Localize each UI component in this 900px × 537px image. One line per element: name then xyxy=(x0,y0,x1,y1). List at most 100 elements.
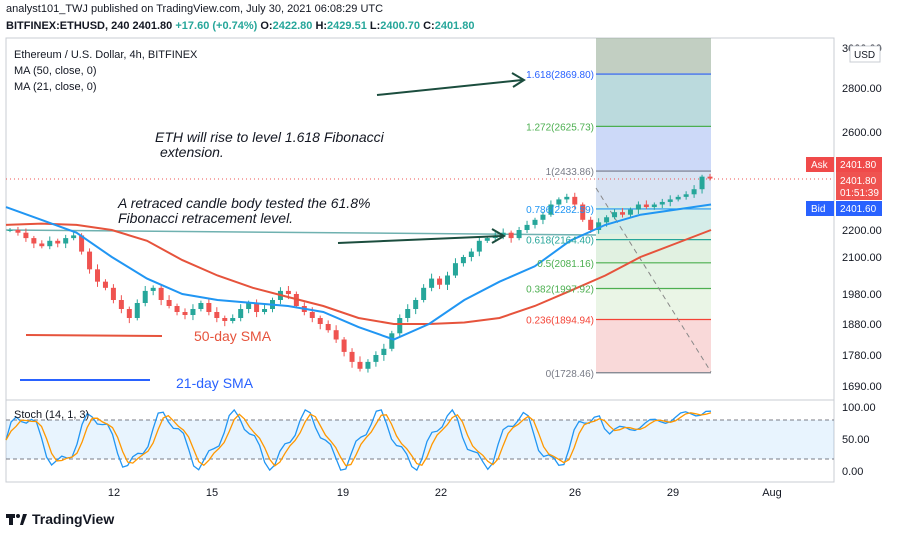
time-axis[interactable]: 12 15 19 22 26 29 Aug xyxy=(108,487,782,499)
candle-body xyxy=(246,303,252,309)
fib-zone-0382 xyxy=(596,264,711,288)
candle-body xyxy=(254,303,260,312)
candle-body xyxy=(238,309,244,318)
candle-body xyxy=(365,361,371,369)
candle-body xyxy=(373,355,379,362)
fib-label: 1(2433.86) xyxy=(546,167,594,178)
candle-body xyxy=(683,194,689,197)
fib-label: 0.786(2282.59) xyxy=(526,205,594,216)
bar-countdown: 01:51:39 xyxy=(840,188,879,199)
fib-zone-0786 xyxy=(596,172,711,206)
fib-zone-1 xyxy=(596,127,711,172)
tradingview-logo[interactable]: TradingView xyxy=(6,511,114,527)
symbol: BITFINEX:ETHUSD, 240 xyxy=(6,20,130,32)
candle-body xyxy=(445,275,450,285)
stoch-tick: 50.00 xyxy=(842,434,870,446)
candle-body xyxy=(596,222,602,230)
candle-body xyxy=(667,199,673,202)
bid-value: 2401.60 xyxy=(840,204,877,215)
currency-label: USD xyxy=(854,50,875,61)
fib-zone-0236 xyxy=(596,288,711,319)
stoch-k-line xyxy=(5,408,712,472)
price-tick: 1880.00 xyxy=(842,319,882,331)
candle-body xyxy=(532,219,538,225)
stoch-band xyxy=(6,420,834,459)
candle-body xyxy=(357,361,363,369)
candle-body xyxy=(206,303,212,312)
currency-box[interactable] xyxy=(849,45,881,63)
price-tick: 1980.00 xyxy=(842,289,882,301)
candle-body xyxy=(516,230,522,239)
candle-body xyxy=(620,212,625,215)
candle-body xyxy=(468,251,474,257)
price-tick: 1690.00 xyxy=(842,381,882,393)
ask-label: Ask xyxy=(811,160,829,171)
candle-body xyxy=(174,306,180,312)
candle-body xyxy=(134,303,140,318)
candle-body xyxy=(548,204,554,215)
candle-body xyxy=(333,330,339,340)
price-axis[interactable]: 3000.00 USD 2800.00 2600.00 2200.00 2100… xyxy=(842,43,882,393)
candle-body xyxy=(627,209,633,215)
tradingview-brand: TradingView xyxy=(32,511,115,527)
time-tick: 15 xyxy=(206,487,218,499)
candle-body xyxy=(47,240,53,247)
time-tick: 26 xyxy=(569,487,581,499)
candle-body xyxy=(214,312,220,318)
candle-body xyxy=(31,238,37,244)
candle-body xyxy=(699,176,705,190)
candle-body xyxy=(341,339,347,352)
annotation-fib-target-2: extension. xyxy=(160,144,224,160)
candle-body xyxy=(230,318,236,321)
candle-body xyxy=(675,196,681,200)
candle-body xyxy=(198,303,204,309)
candle-body xyxy=(421,287,427,300)
candle-body xyxy=(95,269,100,282)
candle-body xyxy=(397,318,403,334)
last-price: 2401.80 xyxy=(132,20,173,32)
fib-level-lines xyxy=(596,73,711,374)
candle-body xyxy=(158,287,164,300)
candle-body xyxy=(55,240,61,244)
fib-zone-05 xyxy=(596,234,711,264)
candle-body xyxy=(588,219,594,230)
price-tick: 2200.00 xyxy=(842,225,882,237)
fib-zone-1272 xyxy=(596,75,711,127)
bid-label: Bid xyxy=(811,204,825,215)
price-tick: 2100.00 xyxy=(842,252,882,264)
candle-body xyxy=(222,318,228,321)
candle-body xyxy=(142,290,148,303)
sma50-label: 50-day SMA xyxy=(194,328,272,344)
fib-zone-0618 xyxy=(596,206,711,234)
candle-body xyxy=(635,204,641,210)
candle-body xyxy=(437,278,443,285)
candle-body xyxy=(612,212,618,218)
candle-body xyxy=(102,281,108,288)
candle-body xyxy=(285,290,291,294)
candle-body xyxy=(707,176,713,179)
fib-level-labels: 1.618(2869.80) 1.272(2625.73) 1(2433.86) 0.… xyxy=(526,70,594,380)
candle-body xyxy=(150,287,156,291)
candle-body xyxy=(79,235,85,252)
low-label: L: xyxy=(369,20,381,32)
chart-legend-title: Ethereum / U.S. Dollar, 4h, BITFINEX xyxy=(14,49,198,61)
low-value: 2400.70 xyxy=(380,20,421,32)
open-value: 2422.80 xyxy=(272,20,313,32)
candle-body xyxy=(309,312,315,318)
ma50-line xyxy=(5,222,712,325)
candle-body xyxy=(15,230,21,233)
candle-body xyxy=(460,257,466,264)
last-price-value: 2401.80 xyxy=(840,176,877,187)
annotation-retrace-1: A retraced candle body tested the 61.8% xyxy=(117,195,370,211)
support-line xyxy=(5,229,597,236)
candle-body xyxy=(643,204,649,208)
candle-body xyxy=(572,196,578,205)
candle-body xyxy=(659,201,665,205)
candle-body xyxy=(564,196,570,200)
candle-body xyxy=(452,263,458,276)
close-value: 2401.80 xyxy=(434,20,475,32)
candle-body xyxy=(63,238,69,244)
bid-value-box xyxy=(836,201,882,216)
stoch-d-line xyxy=(5,412,712,467)
